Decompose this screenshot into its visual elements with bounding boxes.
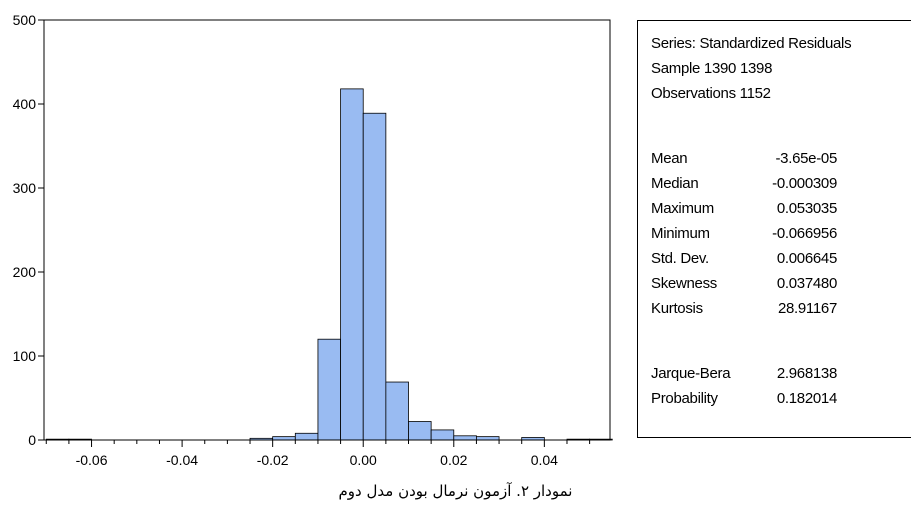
stat-row-kurtosis: Kurtosis 28.91167 — [651, 300, 911, 320]
stat-value: 0.006645 — [776, 250, 837, 267]
histogram-chart: 0 100 200 300 400 500 -0.06 -0.04 -0.02 0.00 0.02… — [13, 12, 613, 468]
y-tick-label: 300 — [13, 180, 37, 196]
stat-label: Median — [651, 175, 699, 192]
stat-value: 2.968138 — [776, 365, 837, 382]
series-title: Series: Standardized Residuals — [651, 35, 852, 52]
stat-value: 0.053035 — [776, 200, 837, 217]
x-axis: -0.06 -0.04 -0.02 0.00 0.02 0.04 — [45, 440, 591, 468]
stat-row-probability: Probability 0.182014 — [651, 390, 911, 410]
stat-row-median: Median -0.000309 — [651, 175, 911, 195]
histogram-bar — [408, 421, 432, 441]
histogram-bar — [272, 436, 296, 441]
x-tick-label: 0.00 — [350, 452, 377, 468]
x-tick-label: 0.02 — [440, 452, 467, 468]
stat-row-std-dev: Std. Dev. 0.006645 — [651, 250, 911, 270]
stat-label: Mean — [651, 150, 688, 167]
stat-label: Skewness — [651, 275, 717, 292]
stat-value: 28.91167 — [777, 300, 837, 317]
observations-count: Observations 1152 — [651, 85, 771, 102]
y-tick-label: 200 — [13, 264, 37, 280]
x-tick-label: -0.06 — [76, 452, 108, 468]
y-tick-label: 100 — [13, 348, 37, 364]
y-tick-label: 400 — [13, 96, 37, 112]
stat-value: 0.037480 — [776, 275, 837, 292]
y-axis: 0 100 200 300 400 500 — [13, 12, 44, 448]
histogram-bar — [317, 338, 341, 441]
histogram-bar — [453, 435, 477, 441]
x-tick-label: -0.02 — [257, 452, 289, 468]
sample-range: Sample 1390 1398 — [651, 60, 773, 77]
plot-frame — [43, 19, 611, 441]
stat-row-maximum: Maximum 0.053035 — [651, 200, 911, 220]
stat-label: Maximum — [651, 200, 714, 217]
stat-row-mean: Mean -3.65e-05 — [651, 150, 911, 170]
stat-value: -0.000309 — [772, 175, 837, 192]
histogram-bar — [294, 432, 319, 441]
stat-value: -3.65e-05 — [775, 150, 837, 167]
x-tick-label: -0.04 — [166, 452, 198, 468]
stat-label: Minimum — [651, 225, 710, 242]
histogram-bar — [476, 436, 500, 441]
figure-caption: نمودار ۲. آزمون نرمال بودن مدل دوم — [338, 482, 573, 500]
histogram-bar — [362, 112, 387, 441]
stat-value: 0.182014 — [776, 390, 837, 407]
x-tick-label: 0.04 — [531, 452, 558, 468]
y-tick-label: 500 — [13, 12, 37, 28]
statistics-panel: Series: Standardized Residuals Sample 13… — [637, 20, 911, 438]
stat-row-jarque-bera: Jarque-Bera 2.968138 — [651, 365, 911, 385]
histogram-bar — [430, 429, 455, 441]
histogram-bar — [385, 381, 409, 441]
histogram-bar — [340, 88, 364, 441]
stat-label: Jarque-Bera — [651, 365, 731, 382]
stat-label: Probability — [651, 390, 718, 407]
stat-value: -0.066956 — [772, 225, 837, 242]
stat-label: Kurtosis — [651, 300, 703, 317]
histogram-bars — [45, 88, 613, 441]
stat-row-minimum: Minimum -0.066956 — [651, 225, 911, 245]
stat-label: Std. Dev. — [651, 250, 709, 267]
stat-row-skewness: Skewness 0.037480 — [651, 275, 911, 295]
y-tick-label: 0 — [28, 432, 36, 448]
